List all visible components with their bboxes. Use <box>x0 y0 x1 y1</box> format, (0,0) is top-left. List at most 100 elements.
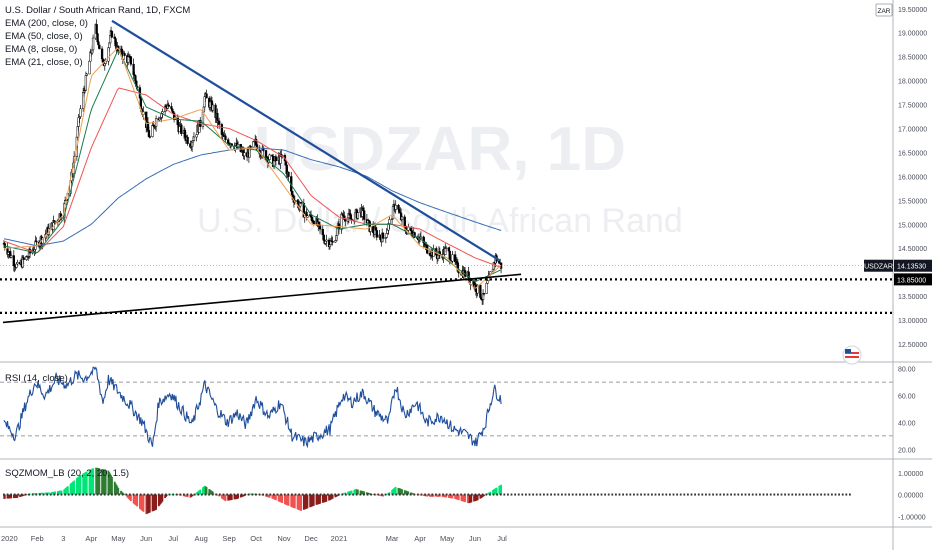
momentum-bar <box>114 483 117 495</box>
squeeze-dot <box>283 493 286 496</box>
momentum-bar <box>120 490 122 495</box>
rsi-legend[interactable]: RSI (14, close) <box>5 373 68 384</box>
squeeze-dot <box>831 493 833 496</box>
momentum-bar <box>432 494 435 497</box>
momentum-bar <box>71 482 74 495</box>
price-tick-label: 15.50000 <box>898 198 927 205</box>
momentum-bar <box>394 486 397 495</box>
momentum-bar <box>256 494 258 495</box>
momentum-bar <box>347 491 349 495</box>
momentum-bar <box>397 487 400 495</box>
momentum-bar <box>57 490 60 495</box>
support-level-tag[interactable] <box>894 273 932 286</box>
ema21-legend[interactable]: EMA (21, close, 0) <box>5 57 83 68</box>
candle-down <box>98 44 101 50</box>
sqz-legend[interactable]: SQZMOM_LB (20, 2, 20, 1.5) <box>5 468 129 479</box>
squeeze-dot <box>287 493 290 496</box>
ema50-legend[interactable]: EMA (50, close, 0) <box>5 31 83 42</box>
squeeze-dot <box>571 493 574 496</box>
squeeze-dot <box>46 493 48 496</box>
ema8-legend[interactable]: EMA (8, close, 0) <box>5 44 77 55</box>
descending-trendline[interactable] <box>111 19 500 262</box>
momentum-bar <box>109 473 112 495</box>
momentum-bar <box>14 494 17 498</box>
squeeze-dot <box>679 493 682 496</box>
candle-down <box>148 136 151 138</box>
ascending-trendline[interactable] <box>2 273 522 324</box>
squeeze-dot <box>629 493 632 496</box>
momentum-bar <box>195 492 198 495</box>
price-tick-label: 14.50000 <box>898 246 927 253</box>
ema8-line[interactable] <box>3 47 502 289</box>
candle-down <box>95 24 98 34</box>
currency-badge[interactable] <box>875 3 893 17</box>
momentum-bar <box>242 494 245 497</box>
momentum-bar <box>448 494 451 499</box>
candle-up <box>385 233 388 238</box>
momentum-bar <box>177 494 180 496</box>
last-price-symbol-tag[interactable] <box>864 259 893 272</box>
squeeze-dot <box>550 493 552 496</box>
squeeze-dot <box>658 493 660 496</box>
last-price-tag[interactable] <box>894 259 932 272</box>
squeeze-dot <box>384 493 387 496</box>
momentum-bar <box>253 493 256 495</box>
squeeze-dot <box>813 493 815 496</box>
momentum-bar <box>165 494 167 497</box>
squeeze-dot <box>294 493 297 496</box>
momentum-bar <box>249 493 252 495</box>
ema50-line[interactable] <box>3 87 502 268</box>
price-pane[interactable] <box>0 19 893 324</box>
momentum-bar <box>306 494 309 509</box>
momentum-bar <box>146 494 149 514</box>
momentum-bar <box>211 491 214 495</box>
momentum-pane[interactable] <box>3 467 851 515</box>
momentum-bar <box>260 494 263 496</box>
momentum-bar <box>266 494 269 498</box>
squeeze-dot <box>499 493 502 496</box>
rsi-pane[interactable] <box>0 366 893 449</box>
momentum-bar <box>300 494 303 511</box>
ema21-line[interactable] <box>3 50 502 282</box>
squeeze-dot <box>226 493 228 496</box>
squeeze-dot <box>35 493 38 496</box>
momentum-bar <box>451 494 454 499</box>
us-flag-icon[interactable] <box>842 345 862 365</box>
momentum-bar <box>3 494 5 499</box>
price-tick-label: 17.00000 <box>898 127 927 134</box>
momentum-bar <box>142 494 145 512</box>
momentum-bar <box>170 494 173 496</box>
momentum-bar <box>44 492 47 495</box>
momentum-bar <box>461 494 464 502</box>
squeeze-dot <box>107 493 110 496</box>
squeeze-dot <box>726 493 729 496</box>
ema200-legend[interactable]: EMA (200, close, 0) <box>5 18 88 29</box>
last-price-value: 14.13530 <box>897 264 926 271</box>
momentum-bar <box>322 494 325 503</box>
momentum-bar <box>160 494 163 503</box>
squeeze-dot <box>111 493 113 496</box>
momentum-bar <box>104 469 107 495</box>
time-tick-label: Jun <box>469 534 481 543</box>
rsi-tick-label: 60.00 <box>898 394 916 401</box>
squeeze-dot <box>442 493 444 496</box>
momentum-bar <box>425 494 428 497</box>
candle-down <box>97 41 100 46</box>
momentum-bar <box>54 491 57 495</box>
momentum-bar <box>197 491 200 495</box>
momentum-bar <box>349 490 352 495</box>
momentum-bar <box>84 472 86 495</box>
momentum-bar <box>315 494 318 505</box>
momentum-bar <box>113 481 116 495</box>
rsi-line[interactable] <box>3 366 502 449</box>
momentum-bar <box>129 494 131 501</box>
momentum-bar <box>58 490 61 495</box>
candle-down <box>224 135 227 140</box>
momentum-bar <box>435 494 438 497</box>
momentum-bar <box>235 494 238 500</box>
momentum-bar <box>164 494 167 499</box>
momentum-bar <box>221 494 224 500</box>
momentum-bar <box>460 494 463 501</box>
squeeze-dot <box>247 493 250 496</box>
